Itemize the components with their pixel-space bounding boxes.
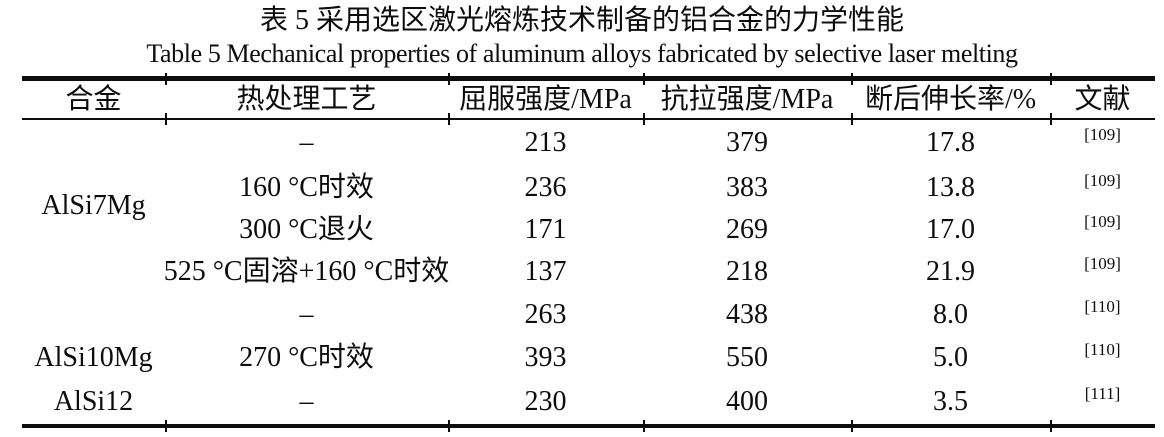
cell-yield-strength: 213 — [524, 126, 567, 158]
cell-yield-strength: 137 — [524, 255, 567, 287]
column-tick — [165, 73, 167, 85]
col-header-yield-strength: 屈服强度/MPa — [459, 83, 632, 115]
cell-treatment: – — [299, 385, 314, 417]
cell-tensile-strength: 383 — [726, 172, 768, 203]
cell-tensile-strength: 379 — [726, 126, 768, 158]
reference-superscript: [110] — [1084, 340, 1121, 359]
column-tick — [1050, 420, 1052, 432]
cell-reference: [109] — [1050, 167, 1155, 209]
column-tick — [851, 113, 853, 125]
col-header-tensile-strength: 抗拉强度/MPa — [660, 83, 834, 115]
alloy-name-alsi12: AlSi12 — [53, 385, 134, 417]
cell-treatment: – — [299, 126, 314, 158]
cell-yield-strength: 393 — [524, 341, 567, 373]
table-top-rule — [22, 76, 1155, 81]
column-tick — [165, 420, 167, 432]
table-header-rule — [22, 118, 1155, 120]
cell-elongation: 17.8 — [926, 126, 975, 158]
reference-superscript: [111] — [1084, 384, 1121, 403]
alloy-name-alsi10mg: AlSi10Mg — [34, 341, 153, 373]
cell-elongation: 21.9 — [926, 255, 975, 287]
cell-tensile-strength: 438 — [726, 298, 768, 330]
cell-treatment: 525 °C固溶+160 °C时效 — [163, 255, 450, 287]
cell-tensile-strength: 218 — [726, 255, 768, 287]
col-header-reference: 文献 — [1074, 83, 1131, 115]
table-caption-zh: 表 5 采用选区激光熔炼技术制备的铝合金的力学性能 — [259, 5, 904, 36]
reference-superscript: [109] — [1084, 212, 1121, 231]
alloy-name-alsi7mg: AlSi7Mg — [41, 189, 146, 221]
cell-yield-strength: 263 — [524, 298, 567, 330]
column-tick — [448, 420, 450, 432]
cell-treatment: – — [299, 298, 314, 330]
cell-yield-strength: 236 — [524, 172, 567, 203]
cell-elongation: 13.8 — [926, 172, 975, 203]
cell-treatment: 270 °C时效 — [239, 341, 374, 373]
column-tick — [643, 73, 645, 85]
cell-tensile-strength: 550 — [726, 341, 768, 373]
col-header-elongation: 断后伸长率/% — [864, 83, 1037, 115]
mechanical-properties-table: 合金 热处理工艺 屈服强度/MPa 抗拉强度/MPa 断后伸长率/% 文献 Al… — [22, 81, 1155, 424]
cell-reference: [109] — [1050, 250, 1155, 293]
column-tick — [1050, 73, 1052, 85]
table-caption-en: Table 5 Mechanical properties of aluminu… — [146, 39, 1018, 68]
cell-yield-strength: 230 — [524, 385, 567, 417]
cell-tensile-strength: 400 — [726, 385, 768, 417]
column-tick — [1050, 113, 1052, 125]
cell-tensile-strength: 269 — [726, 213, 768, 245]
cell-elongation: 5.0 — [933, 341, 968, 373]
cell-treatment: 160 °C时效 — [239, 172, 374, 203]
column-tick — [643, 113, 645, 125]
column-tick — [643, 420, 645, 432]
cell-reference: [110] — [1050, 336, 1155, 379]
column-tick — [448, 113, 450, 125]
cell-yield-strength: 171 — [524, 213, 567, 245]
column-tick — [851, 73, 853, 85]
cell-reference: [109] — [1050, 118, 1155, 167]
cell-reference: [109] — [1050, 209, 1155, 250]
cell-treatment: 300 °C退火 — [239, 213, 374, 245]
column-tick — [851, 420, 853, 432]
reference-superscript: [110] — [1084, 297, 1121, 316]
cell-elongation: 3.5 — [933, 385, 968, 417]
column-tick — [165, 113, 167, 125]
reference-superscript: [109] — [1084, 170, 1121, 190]
cell-elongation: 17.0 — [926, 213, 975, 245]
col-header-heat-treatment: 热处理工艺 — [236, 83, 377, 115]
table-bottom-rule — [22, 424, 1155, 428]
reference-superscript: [109] — [1084, 125, 1121, 144]
cell-reference: [111] — [1050, 379, 1155, 424]
cell-reference: [110] — [1050, 293, 1155, 336]
cell-elongation: 8.0 — [933, 298, 968, 330]
col-header-alloy: 合金 — [65, 83, 122, 115]
column-tick — [448, 73, 450, 85]
reference-superscript: [109] — [1084, 254, 1121, 273]
